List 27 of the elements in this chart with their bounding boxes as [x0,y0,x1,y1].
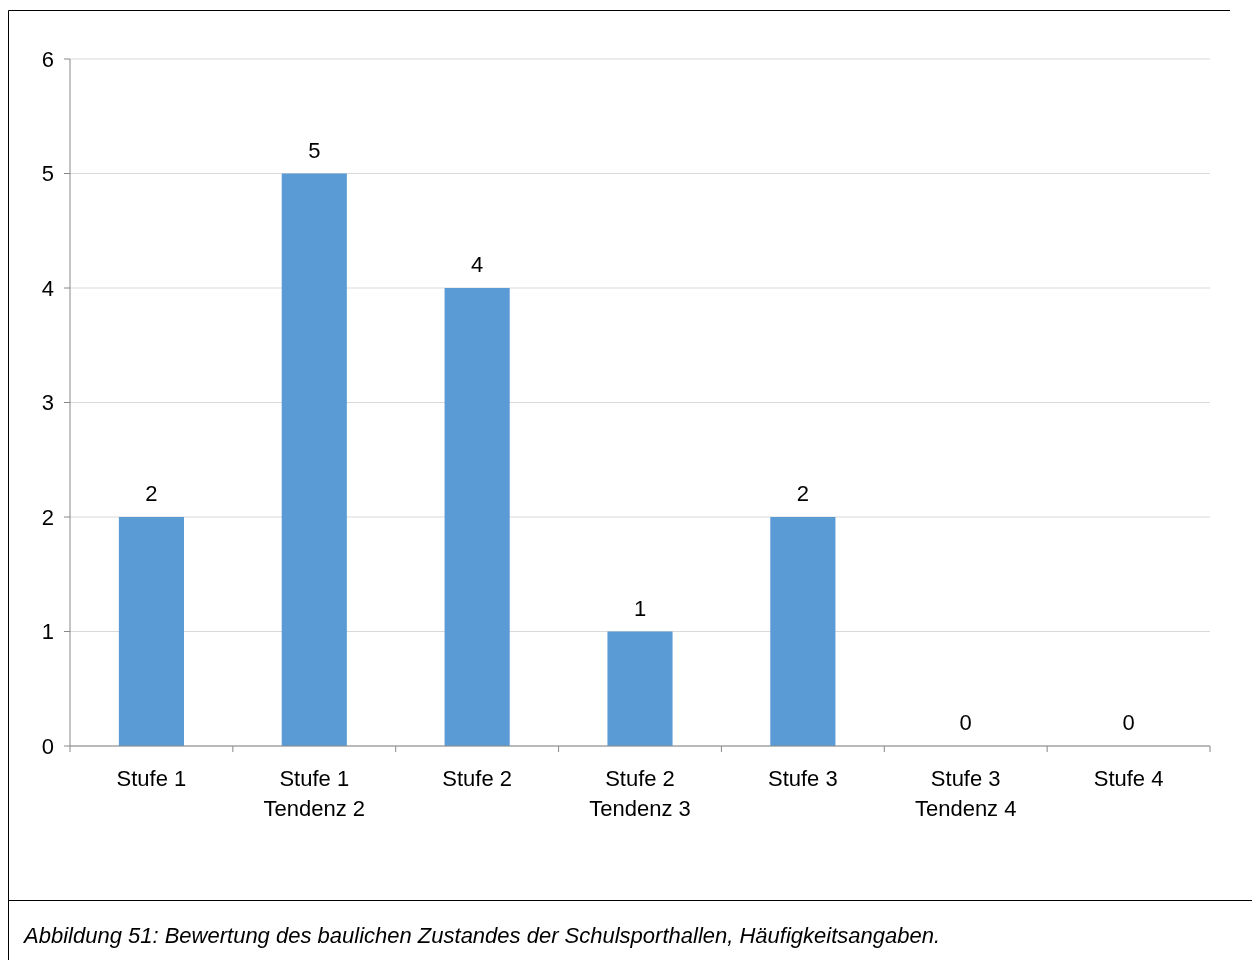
data-label: 5 [308,137,321,163]
y-tick-label: 5 [41,161,54,187]
bar [770,517,836,746]
data-label: 0 [1122,710,1135,735]
y-tick-label: 6 [41,46,54,72]
bar [444,288,510,746]
y-tick-label: 1 [41,619,54,645]
bar [118,517,184,746]
data-label: 0 [959,710,972,735]
data-label: 4 [471,252,484,277]
x-tick-label: Stufe 3 Tendenz 4 [914,766,1017,821]
data-label: 2 [796,481,809,506]
text: Abbildung 51: Bewertung des baulichen Zustandes der Schulsporthallen, Häufigkeitsangaben. [22,923,941,948]
x-tick-label: Stufe 2 [442,766,512,791]
data-label: 1 [633,595,647,621]
data-label: 2 [145,481,158,506]
y-tick-label: 4 [41,275,54,301]
y-tick-label: 3 [41,390,54,416]
x-tick-label: Stufe 1 [116,766,187,791]
y-tick-label: 0 [41,733,54,759]
x-tick-label: Stufe 4 [1093,766,1164,791]
bar [607,631,673,746]
bar [281,173,347,746]
x-tick-label: Stufe 2 Tendenz 3 [589,766,691,821]
y-tick-label: 2 [41,504,54,530]
x-tick-label: Stufe 1 Tendenz 2 [263,766,366,821]
x-tick-label: Stufe 3 [768,766,838,791]
